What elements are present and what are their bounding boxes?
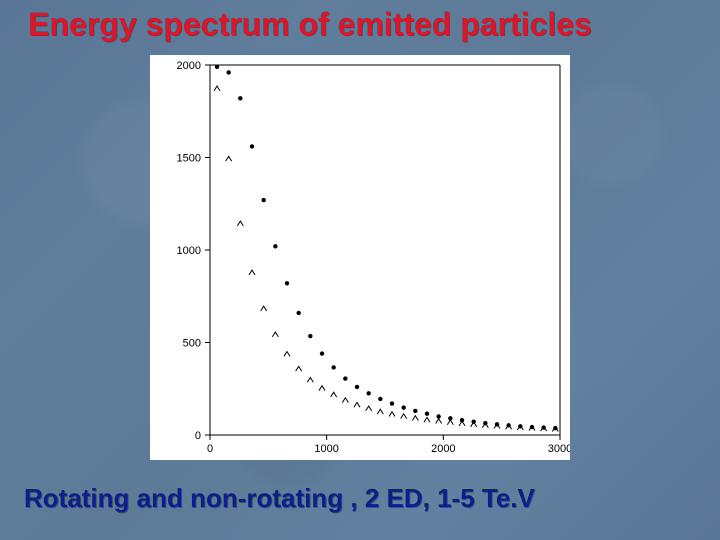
xtick-label: 2000: [431, 443, 455, 455]
marker-dot: [355, 385, 359, 389]
spectrum-chart: 0 500 1000 1500 2000 0 1000 2000 3000: [150, 55, 570, 460]
marker-dot: [378, 397, 382, 401]
marker-dot: [250, 144, 254, 148]
ytick-label: 500: [183, 338, 201, 350]
slide-root: Energy spectrum of emitted particles 0 50…: [0, 0, 720, 540]
caption-text: Rotating and non-rotating , 2 ED, 1-5 Te…: [24, 483, 535, 513]
marker-dot: [413, 409, 417, 413]
xtick-label: 3000: [548, 443, 570, 455]
marker-dot: [261, 198, 265, 202]
marker-dot: [390, 401, 394, 405]
xtick-label: 0: [207, 443, 213, 455]
ytick-label: 1000: [177, 245, 201, 257]
ytick-label: 0: [195, 430, 201, 442]
marker-dot: [273, 244, 277, 248]
marker-dot: [343, 376, 347, 380]
marker-dot: [366, 391, 370, 395]
ytick-label: 1500: [177, 153, 201, 165]
chart-svg: 0 500 1000 1500 2000 0 1000 2000 3000: [150, 55, 570, 460]
marker-dot: [425, 412, 429, 416]
marker-dot: [296, 311, 300, 315]
marker-dot: [238, 96, 242, 100]
title-text: Energy spectrum of emitted particles: [28, 6, 592, 42]
marker-dot: [285, 281, 289, 285]
marker-dot: [215, 65, 219, 69]
xtick-label: 1000: [314, 443, 338, 455]
page-title: Energy spectrum of emitted particles: [28, 6, 708, 43]
caption: Rotating and non-rotating , 2 ED, 1-5 Te…: [24, 483, 704, 514]
marker-dot: [320, 351, 324, 355]
marker-dot: [308, 334, 312, 338]
marker-dot: [401, 405, 405, 409]
marker-dot: [331, 365, 335, 369]
ytick-label: 2000: [177, 60, 201, 72]
marker-dot: [226, 70, 230, 74]
